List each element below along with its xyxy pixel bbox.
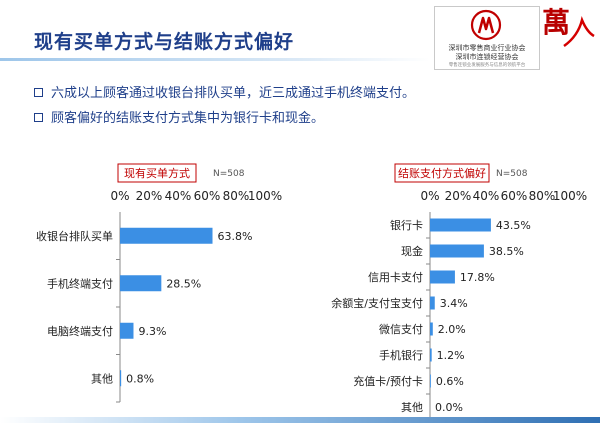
axis-tick-label: 0% [420,189,439,203]
bar-value-label: 63.8% [218,230,253,243]
bar [430,296,435,310]
bullet-1: 六成以上顾客通过收银台排队买单，近三成通过手机终端支付。 [34,82,415,101]
bar-value-label: 43.5% [496,219,531,232]
bar [120,370,122,387]
axis-tick-label: 20% [445,189,472,203]
bar [430,270,455,284]
category-label: 其他 [91,372,113,385]
axis-tick-label: 20% [136,189,163,203]
category-label: 银行卡 [390,218,423,232]
category-label: 信用卡支付 [368,271,423,284]
chart-title: 现有买单方式 [124,166,190,180]
title-underline [0,58,430,61]
bullet-1-text: 六成以上顾客通过收银台排队买单，近三成通过手机终端支付。 [51,86,416,101]
axis-tick-label: 100% [553,189,587,203]
category-label: 余额宝/支付宝支付 [331,296,423,310]
bar [430,374,431,388]
association-tagline: 零售连锁业发展服务与信息的领航平台 [448,63,526,68]
bar-value-label: 3.4% [440,297,468,310]
association-logo: 深圳市零售商业行业协会 深圳市连锁经营协会 零售连锁业发展服务与信息的领航平台 [434,6,540,70]
category-label: 电脑终端支付 [47,324,113,338]
association-seal-icon [470,9,502,41]
bar [120,322,134,339]
bar [430,244,484,258]
chart-title-box [394,163,490,183]
axis-tick-label: 60% [501,189,528,203]
bar-value-label: 17.8% [460,271,495,284]
bar [120,275,162,292]
axis-tick-label: 0% [110,189,129,203]
association-name-2: 深圳市连锁经营协会 [455,53,519,61]
bar-value-label: 38.5% [489,245,524,258]
category-label: 微信支付 [379,322,423,336]
category-label: 收银台排队买单 [36,229,113,243]
bar-value-label: 0.6% [436,375,464,388]
bar-value-label: 9.3% [138,325,166,338]
bullet-2-text: 顾客偏好的结账支付方式集中为银行卡和现金。 [51,111,325,126]
bar-value-label: 0.8% [126,372,154,385]
axis-tick-label: 100% [248,189,282,203]
bar [430,348,432,362]
chart-title-box [117,163,197,183]
bar-value-label: 2.0% [438,323,466,336]
bar-value-label: 1.2% [437,349,465,362]
brand-logo: 萬 [542,6,596,50]
category-label: 手机终端支付 [47,276,113,290]
chart-title: 结账支付方式偏好 [398,166,486,180]
bar-value-label: 0.0% [435,401,463,414]
brand-swoosh-icon [563,16,595,48]
header: 现有买单方式与结账方式偏好 深圳市零售商业行业协会 深圳市连锁经营协会 零售连锁… [0,0,600,72]
category-label: 手机银行 [379,348,423,362]
category-label: 其他 [401,401,423,414]
page-title: 现有买单方式与结账方式偏好 [34,31,295,53]
axis-tick-label: 40% [165,189,192,203]
sample-size-note: N=508 [496,169,528,179]
bar [430,322,433,336]
bullet-square-icon [34,113,43,122]
axis-tick-label: 60% [194,189,221,203]
association-name-1: 深圳市零售商业行业协会 [448,44,526,52]
bar-value-label: 28.5% [166,277,201,290]
bar [120,227,213,244]
category-label: 充值卡/预付卡 [353,374,423,388]
axis-tick-label: 80% [223,189,250,203]
bullet-2: 顾客偏好的结账支付方式集中为银行卡和现金。 [34,107,324,126]
axis-tick-label: 40% [473,189,500,203]
sample-size-note: N=508 [213,169,245,179]
bar [430,218,491,232]
brand-logo-char: 萬 [542,6,571,39]
bullet-square-icon [34,88,43,97]
category-label: 现金 [401,244,423,258]
footer-rule [0,417,600,423]
axis-tick-label: 80% [529,189,556,203]
